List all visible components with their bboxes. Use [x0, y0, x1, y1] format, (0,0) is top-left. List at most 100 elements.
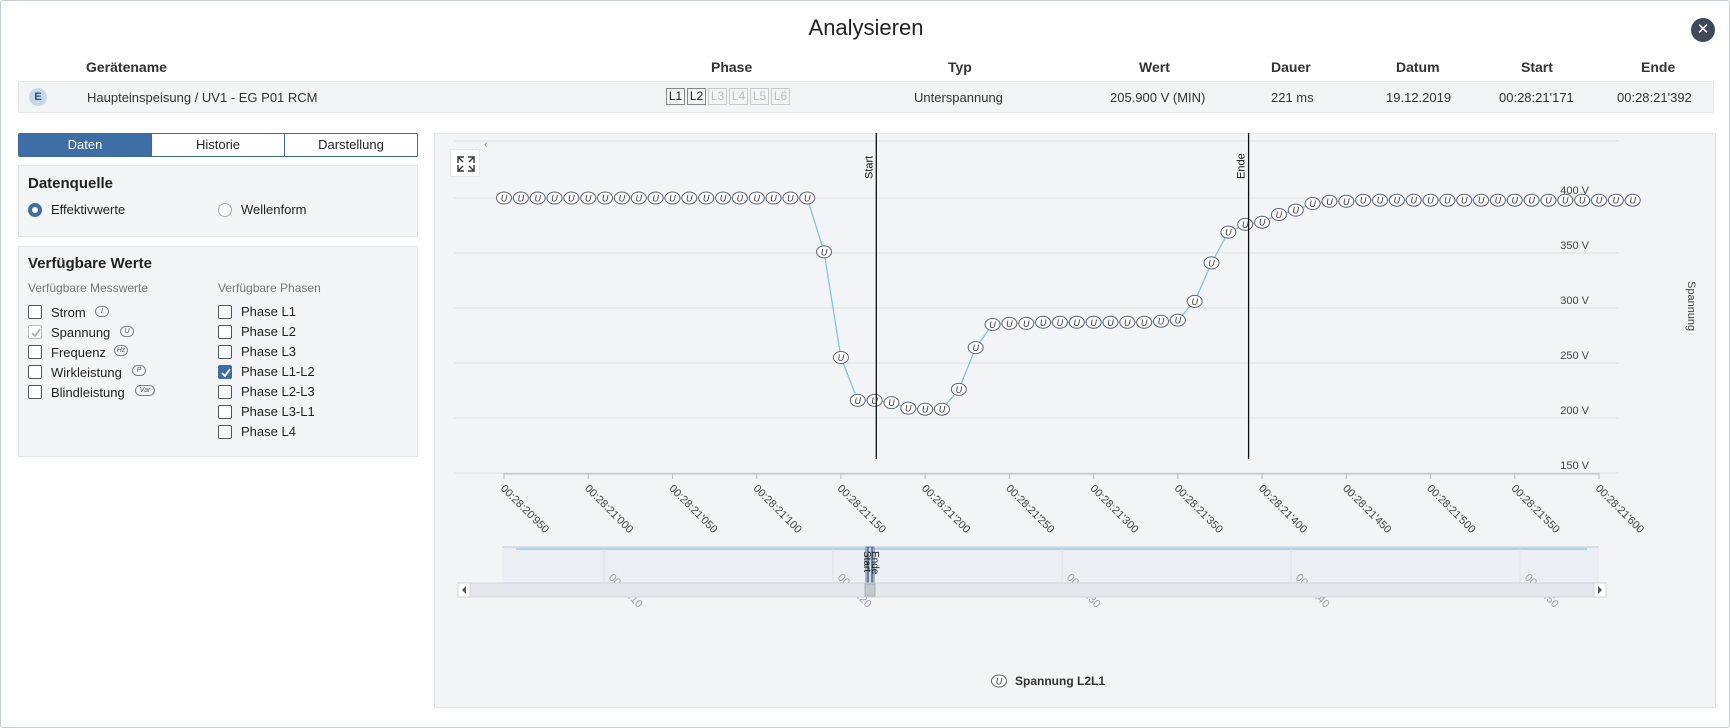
- data-point: U: [1203, 256, 1220, 270]
- data-point-marker: [597, 191, 614, 205]
- checkbox-blindleistung[interactable]: [28, 385, 42, 399]
- data-point-label: U: [1057, 318, 1064, 328]
- data-point: U: [1624, 193, 1641, 207]
- data-point-label: U: [1175, 316, 1182, 326]
- data-point-label: U: [518, 194, 525, 204]
- data-point-marker: [934, 402, 950, 416]
- strom-unit-icon: I: [95, 306, 109, 317]
- data-point-label: U: [636, 194, 643, 204]
- data-point-label: U: [1090, 318, 1097, 328]
- data-point-marker: [849, 393, 866, 407]
- checkbox-phase-l2-l3[interactable]: [218, 385, 232, 399]
- header-start: Start: [1521, 59, 1553, 75]
- data-point-label: U: [602, 194, 609, 204]
- data-point-label: U: [905, 404, 912, 414]
- dialog-title: Analysieren: [808, 15, 924, 40]
- data-point-marker: [1607, 193, 1624, 207]
- x-tick-label: 00:28:21'200: [919, 483, 972, 536]
- header-datum: Datum: [1396, 59, 1440, 75]
- data-point-marker: [1321, 194, 1338, 208]
- legend-marker-label: U: [996, 677, 1003, 687]
- spannung-unit-icon: U: [120, 326, 134, 337]
- data-point-marker: [866, 393, 883, 407]
- data-point-label: U: [619, 194, 626, 204]
- data-point-label: U: [956, 385, 963, 395]
- datenquelle-title: Datenquelle: [28, 175, 114, 192]
- label-frequenz: Frequenz: [51, 345, 106, 360]
- checkbox-wirkleistung[interactable]: [28, 365, 42, 379]
- label-phase-l1: Phase L1: [241, 304, 296, 319]
- data-point: U: [984, 318, 1001, 331]
- data-point-marker: [681, 191, 698, 205]
- data-point-marker: [630, 191, 647, 205]
- scrollbar-thumb: [864, 583, 876, 597]
- label-phase-l3: Phase L3: [241, 344, 296, 359]
- data-point-label: U: [1495, 196, 1502, 206]
- tab-darstellung[interactable]: Darstellung: [284, 134, 417, 156]
- data-point: U: [1119, 315, 1136, 329]
- data-point: U: [1085, 315, 1102, 329]
- table-row[interactable]: E Haupteinspeisung / UV1 - EG P01 RCM L1…: [18, 81, 1714, 113]
- close-button[interactable]: ✕: [1691, 18, 1715, 42]
- wirkleistung-unit-icon: P: [132, 365, 146, 376]
- data-point: U: [1574, 193, 1591, 207]
- tab-historie[interactable]: Historie: [151, 134, 284, 156]
- data-point-label: U: [1276, 210, 1283, 220]
- data-point-marker: [1119, 315, 1136, 329]
- navigator-scrollbar[interactable]: [457, 582, 1607, 598]
- data-point-label: U: [1259, 218, 1266, 228]
- data-point-label: U: [787, 194, 794, 204]
- data-point-marker: [883, 396, 900, 410]
- data-point-marker: [967, 341, 984, 355]
- fullscreen-button[interactable]: [450, 149, 480, 177]
- checkbox-phase-l4[interactable]: [218, 425, 232, 439]
- data-point: U: [1270, 208, 1287, 221]
- data-point-marker: [748, 191, 765, 205]
- radio-effektivwerte[interactable]: [28, 203, 42, 217]
- data-point-label: U: [1377, 196, 1384, 206]
- data-point-marker: [1001, 316, 1018, 330]
- data-point: U: [967, 341, 984, 355]
- tab-daten[interactable]: Daten: [19, 134, 151, 156]
- data-point-label: U: [686, 194, 693, 204]
- messwerte-subtitle: Verfügbare Messwerte: [28, 281, 149, 295]
- data-point-label: U: [652, 194, 659, 204]
- data-point-label: U: [821, 247, 828, 257]
- checkbox-phase-l3-l1[interactable]: [218, 405, 232, 419]
- y-tick-label: 150 V: [1560, 460, 1589, 472]
- data-point: U: [1153, 314, 1169, 328]
- checkbox-strom[interactable]: [28, 305, 42, 319]
- data-point: U: [496, 191, 512, 205]
- data-point-marker: [1186, 294, 1203, 308]
- checkbox-frequenz[interactable]: [28, 345, 42, 359]
- label-phase-l4: Phase L4: [241, 424, 296, 439]
- checkbox-spannung[interactable]: [28, 325, 42, 339]
- data-point-label: U: [1613, 196, 1620, 206]
- data-point: U: [1338, 194, 1355, 208]
- data-point-label: U: [989, 320, 996, 330]
- data-point-label: U: [1006, 319, 1013, 329]
- checkbox-phase-l3[interactable]: [218, 345, 232, 359]
- data-point: U: [1287, 203, 1304, 217]
- data-point: U: [1405, 193, 1422, 207]
- legend-label: Spannung L2L1: [1015, 674, 1105, 688]
- data-point-marker: [580, 191, 597, 205]
- checkbox-phase-l1-l2[interactable]: [218, 365, 232, 379]
- data-point-label: U: [939, 405, 946, 415]
- data-point-label: U: [888, 398, 895, 408]
- data-point-marker: [1203, 256, 1220, 270]
- checkbox-phase-l1[interactable]: [218, 305, 232, 319]
- phase-chip-l5: L5: [750, 88, 769, 105]
- data-point: U: [866, 393, 883, 407]
- data-point-marker: [698, 191, 715, 205]
- chart-panel: [434, 133, 1716, 708]
- data-point-label: U: [1528, 196, 1535, 206]
- radio-wellenform[interactable]: [218, 203, 232, 217]
- data-point-marker: [1574, 193, 1591, 207]
- checkbox-phase-l2[interactable]: [218, 325, 232, 339]
- data-point-label: U: [1293, 206, 1300, 216]
- legend[interactable]: U Spannung L2L1: [991, 674, 1106, 688]
- data-point: U: [765, 191, 782, 205]
